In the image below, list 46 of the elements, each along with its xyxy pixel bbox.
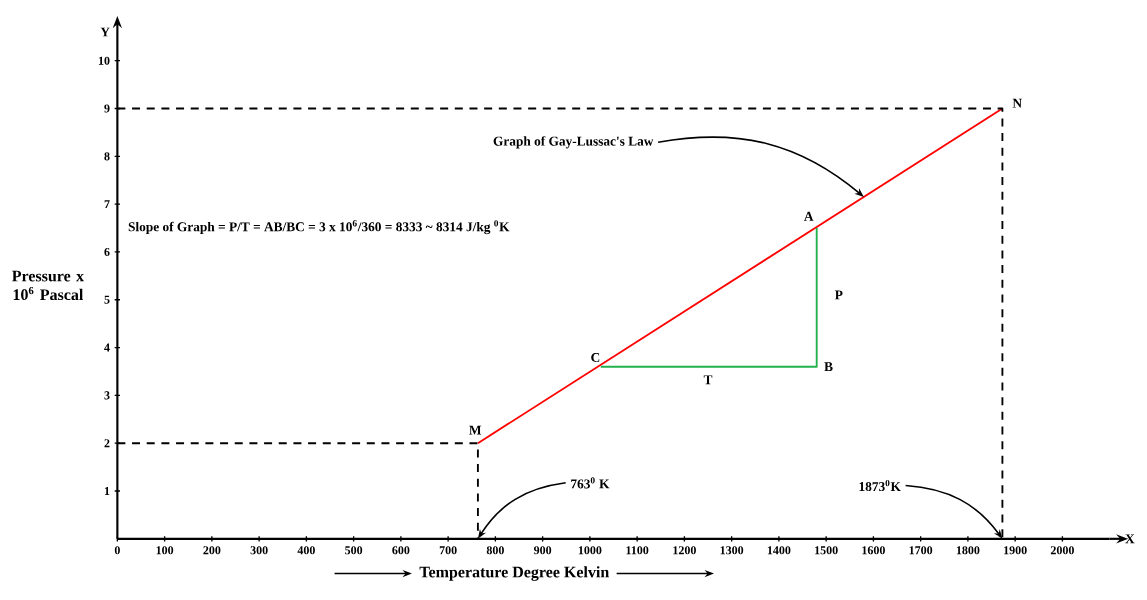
y-tick-label: 6: [104, 247, 110, 256]
annotation: T: [703, 375, 713, 385]
x-tick-label: 2000: [1050, 546, 1074, 555]
x-tick-label: 1300: [720, 546, 744, 555]
y-axis-title: Pressure x 10$^{6}$ Pascal: [12, 270, 84, 300]
annotation: P: [834, 290, 843, 300]
y-tick-label: 10: [98, 56, 110, 65]
x-tick-label: 500: [345, 546, 363, 555]
y-tick-label: 1: [104, 486, 110, 495]
x-tick-label: 600: [392, 546, 410, 555]
annotation: Graph of Gay-Lussac's Law: [493, 136, 654, 149]
x-tick-label: 1800: [956, 546, 980, 555]
annotation: B: [824, 362, 833, 371]
text: Y: [100, 27, 110, 37]
y-tick-label: 2: [104, 439, 110, 448]
annotation: M: [469, 425, 482, 435]
annotation: A: [804, 211, 814, 221]
x-tick-label: 400: [297, 546, 315, 555]
x-tick-label: 1900: [1004, 546, 1027, 555]
x-tick-label: 1700: [909, 546, 933, 555]
annotation: N: [1012, 98, 1022, 108]
annotation: 1873$^{0}$K: [859, 479, 901, 491]
y-tick-label: 8: [104, 152, 110, 161]
x-tick-label: 800: [486, 546, 504, 555]
annotation: 763$^{0}$ K: [571, 477, 610, 489]
y-tick-label: 9: [104, 104, 110, 113]
x-tick-label: 100: [156, 546, 174, 555]
x-tick-label: 1200: [673, 546, 696, 555]
x-tick-label: 0: [114, 546, 120, 555]
y-tick-label: 3: [104, 391, 110, 400]
y-tick-label: 4: [104, 343, 110, 352]
annotation: C: [591, 352, 600, 362]
x-tick-label: 1600: [862, 546, 885, 555]
x-axis-title: Temperature Degree Kelvin: [419, 566, 610, 581]
x-tick-label: 200: [203, 546, 221, 555]
y-tick-label: 5: [104, 295, 110, 304]
x-tick-label: 1000: [578, 546, 602, 555]
x-tick-label: 1400: [767, 546, 791, 555]
x-tick-label: 1500: [815, 546, 838, 555]
x-tick-label: 900: [533, 546, 552, 555]
x-tick-label: 300: [250, 546, 268, 555]
annotation: Slope of Graph = P/T = AB/BC = 3 x 10$^{6}$/360 = 8333 ~ 8314 J/kg $^{0}$K: [128, 220, 510, 235]
text: X: [1125, 534, 1135, 544]
x-tick-label: 700: [439, 546, 457, 555]
y-tick-label: 7: [104, 200, 110, 208]
x-tick-label: 1100: [626, 546, 649, 555]
